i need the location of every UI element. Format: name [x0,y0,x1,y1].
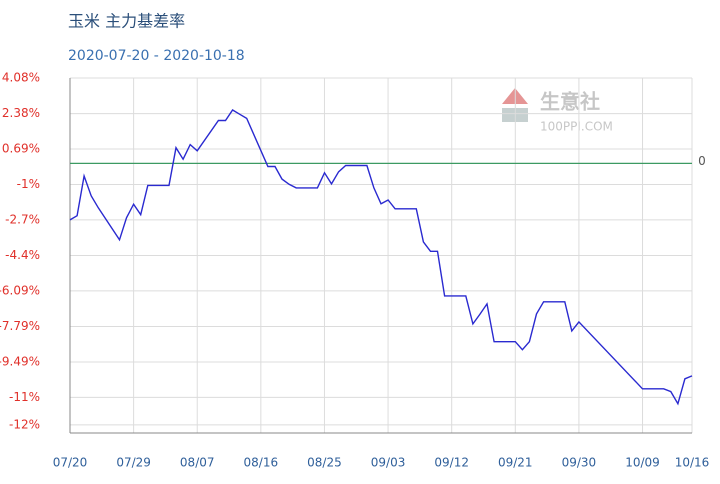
watermark-name: 生意社 [540,90,600,114]
y-tick-label: -11% [9,390,40,404]
y-tick-label: -9.49% [0,355,40,369]
x-tick-label: 08/16 [244,456,279,470]
x-tick-label: 09/21 [498,456,533,470]
chart-title: 玉米 主力基差率 [68,12,185,31]
y-tick-label: -6.09% [0,283,40,297]
x-tick-label: 07/20 [53,456,88,470]
data-line [69,109,693,406]
y-tick-label: -7.79% [0,319,40,333]
y-tick-label: 2.38% [2,106,40,120]
y-tick-label: -2.7% [5,212,40,226]
x-tick-label: 09/30 [562,456,597,470]
y-tick-label: -4.4% [5,248,40,262]
y-tick-label: 0.69% [2,141,40,155]
x-tick-label: 10/16 [675,456,710,470]
reference-label: 0 [698,154,706,168]
y-tick-label: -12% [9,417,40,431]
chart-subtitle: 2020-07-20 - 2020-10-18 [68,48,245,64]
x-tick-label: 08/07 [180,456,215,470]
x-tick-label: 09/03 [371,456,406,470]
x-tick-label: 08/25 [307,456,342,470]
x-tick-label: 07/29 [116,456,151,470]
y-tick-label: -1% [17,177,40,191]
watermark: 生意社 100PPI.COM [502,88,613,134]
watermark-site: 100PPI.COM [540,120,613,134]
x-tick-label: 09/12 [434,456,469,470]
y-tick-label: 4.08% [2,71,40,85]
x-tick-label: 10/09 [625,456,660,470]
